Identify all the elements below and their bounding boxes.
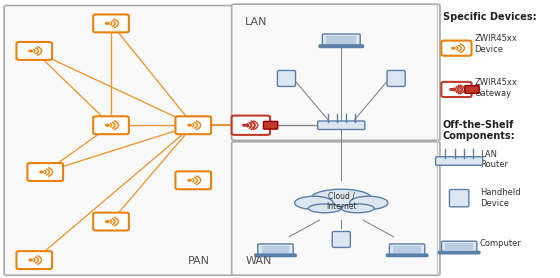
- Circle shape: [106, 23, 109, 24]
- Text: LAN
Router: LAN Router: [480, 150, 508, 169]
- FancyBboxPatch shape: [441, 82, 472, 97]
- Ellipse shape: [349, 196, 388, 209]
- Circle shape: [106, 125, 109, 126]
- Text: Computer: Computer: [480, 239, 522, 248]
- Circle shape: [450, 89, 453, 90]
- Text: Handheld
Device: Handheld Device: [480, 188, 521, 208]
- FancyBboxPatch shape: [277, 70, 296, 86]
- Text: PAN: PAN: [188, 255, 210, 265]
- FancyBboxPatch shape: [441, 41, 472, 56]
- Circle shape: [452, 47, 455, 49]
- FancyBboxPatch shape: [387, 70, 405, 86]
- FancyBboxPatch shape: [445, 243, 473, 251]
- FancyBboxPatch shape: [4, 6, 237, 275]
- Text: Off-the-Shelf
Components:: Off-the-Shelf Components:: [443, 120, 515, 141]
- FancyBboxPatch shape: [389, 244, 424, 255]
- FancyBboxPatch shape: [16, 251, 52, 269]
- Text: WAN: WAN: [245, 255, 272, 265]
- Text: Cloud /
Internet: Cloud / Internet: [326, 191, 357, 211]
- FancyBboxPatch shape: [93, 213, 129, 230]
- FancyBboxPatch shape: [263, 121, 278, 129]
- FancyBboxPatch shape: [438, 251, 480, 254]
- FancyBboxPatch shape: [332, 232, 351, 247]
- FancyBboxPatch shape: [16, 42, 52, 60]
- FancyBboxPatch shape: [255, 254, 296, 257]
- Circle shape: [242, 125, 246, 126]
- FancyBboxPatch shape: [326, 36, 356, 44]
- Circle shape: [29, 50, 32, 52]
- Circle shape: [29, 259, 32, 261]
- Text: LAN: LAN: [245, 16, 268, 26]
- FancyBboxPatch shape: [258, 244, 293, 255]
- Circle shape: [452, 89, 455, 90]
- Circle shape: [40, 171, 43, 173]
- Circle shape: [106, 221, 109, 222]
- FancyBboxPatch shape: [386, 254, 428, 257]
- FancyBboxPatch shape: [175, 116, 211, 134]
- Circle shape: [188, 125, 192, 126]
- FancyBboxPatch shape: [93, 116, 129, 134]
- FancyBboxPatch shape: [450, 190, 469, 207]
- Ellipse shape: [295, 196, 333, 209]
- Ellipse shape: [309, 204, 341, 213]
- FancyBboxPatch shape: [232, 116, 270, 135]
- FancyBboxPatch shape: [318, 121, 365, 130]
- Text: Specific Devices:: Specific Devices:: [443, 13, 536, 23]
- FancyBboxPatch shape: [232, 4, 440, 140]
- FancyBboxPatch shape: [465, 86, 479, 93]
- Ellipse shape: [341, 204, 374, 213]
- FancyBboxPatch shape: [93, 14, 129, 32]
- FancyBboxPatch shape: [441, 241, 477, 253]
- FancyBboxPatch shape: [319, 45, 363, 48]
- FancyBboxPatch shape: [323, 34, 360, 46]
- Text: ZWIR45xx
Device: ZWIR45xx Device: [474, 34, 517, 54]
- Circle shape: [188, 180, 192, 181]
- Circle shape: [245, 125, 249, 126]
- FancyBboxPatch shape: [262, 246, 290, 254]
- FancyBboxPatch shape: [232, 142, 440, 275]
- FancyBboxPatch shape: [393, 246, 421, 254]
- Text: ZWIR45xx
Gateway: ZWIR45xx Gateway: [474, 78, 517, 98]
- FancyBboxPatch shape: [175, 171, 211, 189]
- Ellipse shape: [311, 189, 371, 207]
- FancyBboxPatch shape: [27, 163, 63, 181]
- FancyBboxPatch shape: [436, 157, 483, 165]
